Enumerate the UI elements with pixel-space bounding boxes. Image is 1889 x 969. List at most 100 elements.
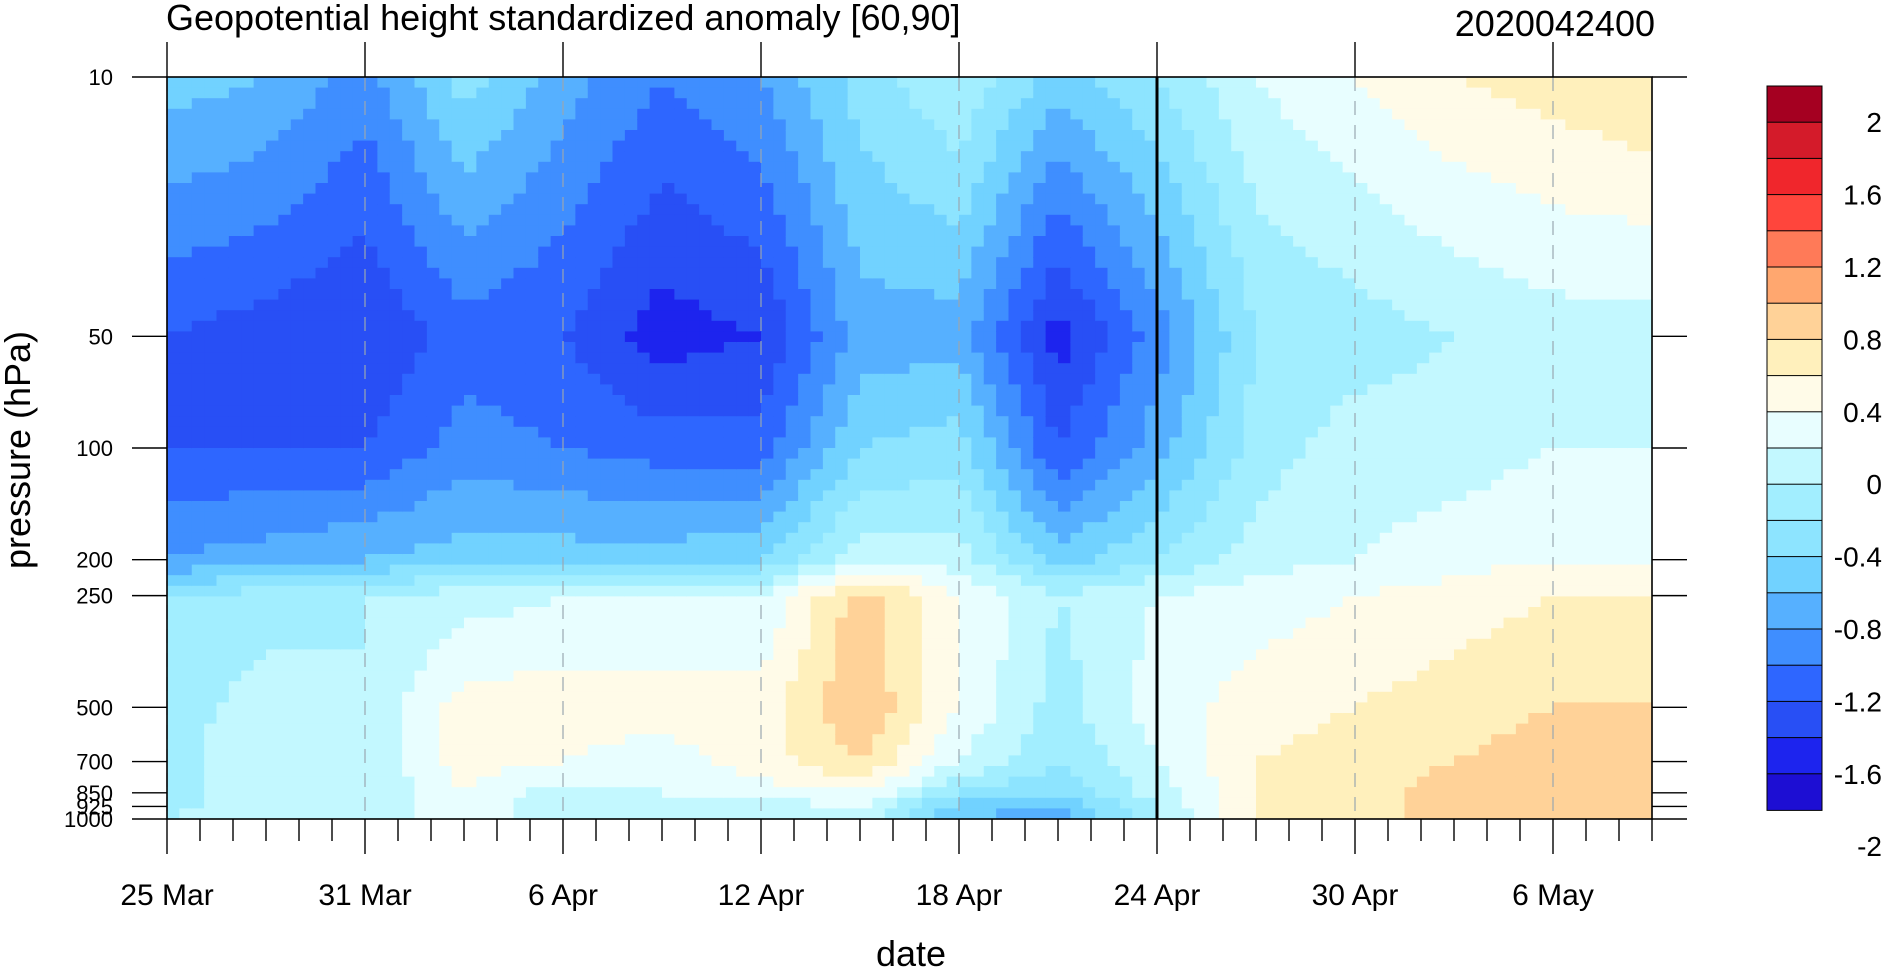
field-cell bbox=[1033, 331, 1047, 343]
field-cell bbox=[327, 352, 341, 364]
field-cell bbox=[253, 384, 267, 396]
field-cell bbox=[872, 87, 886, 99]
field-cell bbox=[835, 363, 849, 375]
field-cell bbox=[872, 437, 886, 449]
field-cell bbox=[798, 331, 812, 343]
field-cell bbox=[488, 564, 502, 576]
field-cell bbox=[327, 257, 341, 269]
field-cell bbox=[587, 172, 601, 184]
field-cell bbox=[352, 236, 366, 248]
field-cell bbox=[216, 363, 230, 375]
field-cell bbox=[488, 543, 502, 555]
field-cell bbox=[377, 257, 391, 269]
field-cell bbox=[761, 554, 774, 566]
field-cell bbox=[860, 151, 873, 163]
field-cell bbox=[699, 543, 713, 555]
field-cell bbox=[662, 151, 675, 163]
field-cell bbox=[488, 755, 502, 767]
field-cell bbox=[501, 384, 515, 396]
field-cell bbox=[959, 596, 972, 608]
field-cell bbox=[897, 660, 911, 672]
field-cell bbox=[810, 776, 824, 788]
field-cell bbox=[996, 140, 1010, 152]
field-cell bbox=[822, 204, 836, 216]
field-cell bbox=[464, 744, 477, 756]
field-cell bbox=[761, 607, 774, 619]
field-cell bbox=[959, 744, 972, 756]
field-cell bbox=[365, 469, 378, 481]
field-cell bbox=[389, 670, 403, 682]
field-cell bbox=[674, 681, 688, 693]
field-cell bbox=[327, 437, 341, 449]
field-cell bbox=[736, 130, 750, 142]
field-cell bbox=[909, 607, 923, 619]
field-cell bbox=[785, 342, 799, 354]
field-cell bbox=[810, 797, 824, 809]
field-cell bbox=[847, 585, 861, 597]
field-cell bbox=[637, 596, 651, 608]
field-cell bbox=[971, 193, 985, 205]
field-cell bbox=[662, 543, 675, 555]
field-cell bbox=[278, 119, 292, 131]
field-cell bbox=[934, 501, 948, 513]
field-cell bbox=[488, 204, 502, 216]
field-cell bbox=[884, 352, 898, 364]
field-cell bbox=[352, 660, 366, 672]
field-cell bbox=[946, 554, 960, 566]
field-cell bbox=[439, 532, 453, 544]
field-cell bbox=[959, 649, 972, 661]
field-cell bbox=[773, 766, 787, 778]
field-cell bbox=[587, 511, 601, 523]
field-cell bbox=[204, 490, 218, 502]
field-cell bbox=[884, 278, 898, 290]
field-cell bbox=[179, 77, 193, 89]
field-cell bbox=[550, 384, 564, 396]
field-cell bbox=[785, 702, 799, 714]
field-cell bbox=[253, 331, 267, 343]
field-cell bbox=[389, 437, 403, 449]
field-cell bbox=[662, 797, 675, 809]
field-cell bbox=[637, 320, 651, 332]
field-cell bbox=[637, 395, 651, 407]
field-cell bbox=[377, 119, 391, 131]
field-cell bbox=[674, 691, 688, 703]
field-cell bbox=[872, 161, 886, 173]
field-cell bbox=[1020, 564, 1034, 576]
field-cell bbox=[736, 469, 750, 481]
field-cell bbox=[1008, 501, 1022, 513]
field-cell bbox=[575, 575, 589, 587]
field-cell bbox=[476, 384, 490, 396]
field-cell bbox=[563, 405, 576, 417]
field-cell bbox=[884, 161, 898, 173]
field-cell bbox=[872, 776, 886, 788]
field-cell bbox=[674, 734, 688, 746]
field-cell bbox=[439, 776, 453, 788]
field-cell bbox=[810, 787, 824, 799]
field-cell bbox=[389, 77, 403, 89]
field-cell bbox=[699, 596, 713, 608]
field-cell bbox=[983, 543, 997, 555]
field-cell bbox=[476, 628, 490, 640]
field-cell bbox=[699, 469, 713, 481]
field-cell bbox=[377, 490, 391, 502]
field-cell bbox=[699, 458, 713, 470]
field-cell bbox=[934, 511, 948, 523]
field-cell bbox=[723, 723, 737, 735]
field-cell bbox=[204, 289, 218, 301]
field-cell bbox=[538, 575, 552, 587]
field-cell bbox=[525, 331, 539, 343]
field-cell bbox=[426, 320, 440, 332]
field-cell bbox=[253, 776, 267, 788]
field-cell bbox=[649, 172, 663, 184]
field-cell bbox=[377, 236, 391, 248]
field-cell bbox=[426, 151, 440, 163]
field-cell bbox=[822, 172, 836, 184]
field-cell bbox=[476, 554, 490, 566]
field-cell bbox=[501, 628, 515, 640]
field-cell bbox=[402, 628, 416, 640]
field-cell bbox=[637, 299, 651, 311]
field-cell bbox=[439, 575, 453, 587]
field-cell bbox=[971, 458, 985, 470]
field-cell bbox=[798, 320, 812, 332]
field-cell bbox=[761, 151, 774, 163]
